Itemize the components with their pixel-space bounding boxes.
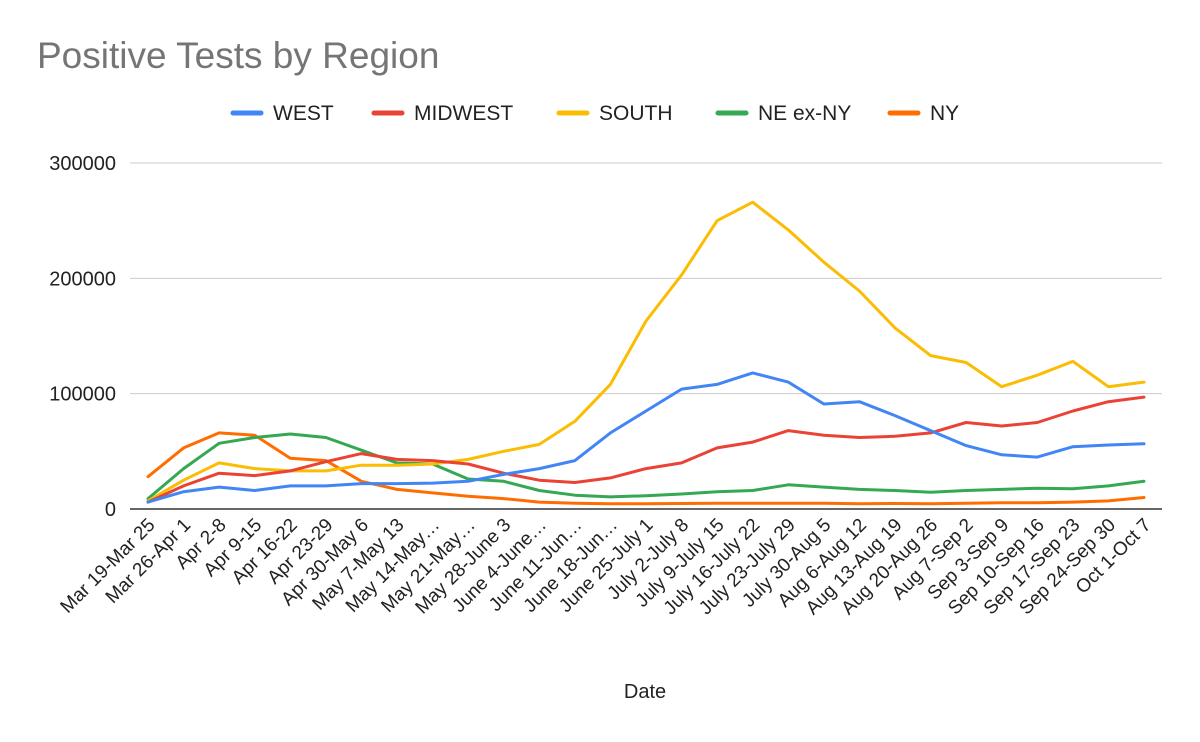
legend-label: NE ex-NY [758, 102, 851, 125]
y-tick-label: 100000 [49, 384, 116, 406]
series-line-ny [146, 431, 1146, 506]
legend-label: SOUTH [599, 102, 673, 125]
series-line-ne-ex-ny [146, 432, 1146, 501]
x-axis-label: Date [624, 681, 666, 703]
legend-label: MIDWEST [414, 102, 513, 125]
legend: WEST MIDWEST SOUTH NE ex-NY NY [230, 102, 959, 125]
chart-title: Positive Tests by Region [37, 35, 439, 76]
y-tick-label: 0 [105, 499, 116, 521]
series-line-west [146, 371, 1146, 504]
gridlines [130, 162, 1162, 510]
y-axis-ticks: 0 100000 200000 300000 [49, 153, 116, 521]
y-tick-label: 300000 [49, 153, 116, 175]
legend-label: NY [930, 102, 959, 125]
series-lines [146, 200, 1146, 506]
legend-label: WEST [273, 102, 334, 125]
y-tick-label: 200000 [49, 268, 116, 290]
series-line-midwest [146, 395, 1146, 504]
series-line-south [146, 200, 1146, 503]
